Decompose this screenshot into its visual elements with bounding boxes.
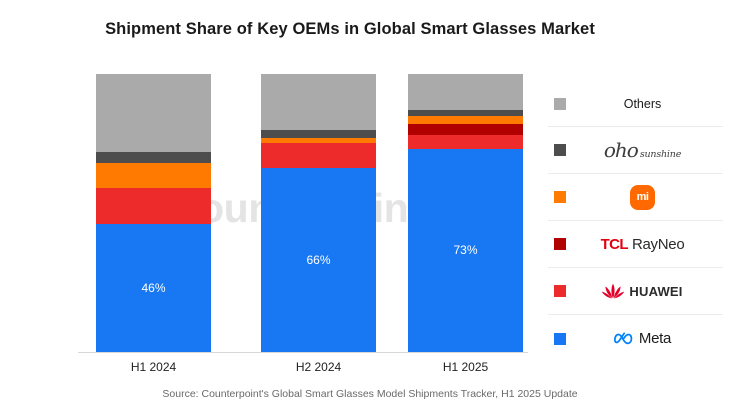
plot-area: 46% H1 2024 66% H2 2024 [0, 74, 540, 374]
chart-legend: Others oho sunshine mi TCL Ra [548, 80, 723, 362]
bar-segment-meta[interactable]: 66% [261, 168, 376, 352]
tcl-rayneo-logo-icon: TCL RayNeo [576, 236, 723, 253]
legend-label-oho-primary: oho [603, 138, 639, 162]
legend-swatch-oho-sunshine [554, 144, 566, 156]
bar-segment-oho-sunshine[interactable] [96, 151, 211, 163]
x-axis-label-h2-2024: H2 2024 [295, 360, 342, 374]
bar-segment-oho-sunshine[interactable] [408, 110, 523, 116]
legend-swatch-tcl-rayneo [554, 238, 566, 250]
legend-label-meta: Meta [638, 330, 672, 347]
huawei-petal-icon [602, 283, 625, 299]
legend-swatch-xiaomi [554, 191, 566, 203]
legend-label-others: Others [623, 97, 662, 111]
bar-segment-xiaomi[interactable] [261, 137, 376, 144]
bar-segment-meta[interactable]: 73% [408, 149, 523, 352]
xiaomi-logo-icon: mi [576, 184, 723, 210]
legend-label-tcl-primary: TCL [600, 235, 629, 253]
meta-logo-icon: Meta [576, 330, 723, 347]
stacked-bar: 73% [408, 74, 523, 352]
legend-item-xiaomi[interactable]: mi [548, 174, 723, 221]
bar-segment-others[interactable] [408, 74, 523, 111]
stacked-bar: 66% [261, 74, 376, 352]
stacked-bar: 46% [96, 74, 211, 352]
legend-item-oho-sunshine[interactable]: oho sunshine [548, 127, 723, 174]
bar-segment-xiaomi[interactable] [408, 115, 523, 124]
legend-brand-others: Others [576, 97, 723, 111]
bar-segment-tcl-rayneo[interactable] [408, 124, 523, 136]
x-axis-label-h1-2025: H1 2025 [442, 360, 489, 374]
bar-segment-huawei[interactable] [96, 187, 211, 225]
huawei-logo-icon: HUAWEI [576, 283, 723, 299]
bar-segment-others[interactable] [96, 74, 211, 152]
bar-segment-others[interactable] [261, 74, 376, 130]
x-axis-label-h1-2024: H1 2024 [130, 360, 177, 374]
x-axis-line [78, 352, 528, 353]
bar-group-h2-2024: 66% H2 2024 [261, 74, 376, 374]
bar-segment-meta[interactable]: 46% [96, 224, 211, 352]
legend-swatch-others [554, 98, 566, 110]
bar-segment-oho-sunshine[interactable] [261, 129, 376, 138]
legend-label-oho-secondary: sunshine [639, 149, 682, 160]
bar-group-h1-2025: 73% H1 2025 [408, 74, 523, 374]
oho-sunshine-logo-icon: oho sunshine [576, 138, 723, 162]
chart-source-note: Source: Counterpoint's Global Smart Glas… [162, 388, 578, 400]
bar-segment-huawei[interactable] [261, 143, 376, 169]
legend-item-huawei[interactable]: HUAWEI [548, 268, 723, 315]
bar-segment-huawei[interactable] [408, 135, 523, 149]
legend-item-others[interactable]: Others [548, 80, 723, 127]
meta-infinity-icon [613, 332, 633, 344]
legend-item-meta[interactable]: Meta [548, 315, 723, 362]
legend-label-huawei: HUAWEI [629, 283, 683, 299]
bar-value-label: 73% [453, 243, 478, 258]
chart-title: Shipment Share of Key OEMs in Global Sma… [105, 20, 595, 38]
bar-group-h1-2024: 46% H1 2024 [96, 74, 211, 374]
legend-swatch-huawei [554, 285, 566, 297]
legend-swatch-meta [554, 332, 566, 345]
bar-value-label: 66% [306, 253, 331, 268]
legend-item-tcl-rayneo[interactable]: TCL RayNeo [548, 221, 723, 268]
legend-label-tcl-secondary: RayNeo [631, 235, 685, 253]
legend-label-xiaomi: mi [630, 184, 655, 210]
bar-value-label: 46% [141, 281, 166, 296]
bar-segment-xiaomi[interactable] [96, 162, 211, 188]
